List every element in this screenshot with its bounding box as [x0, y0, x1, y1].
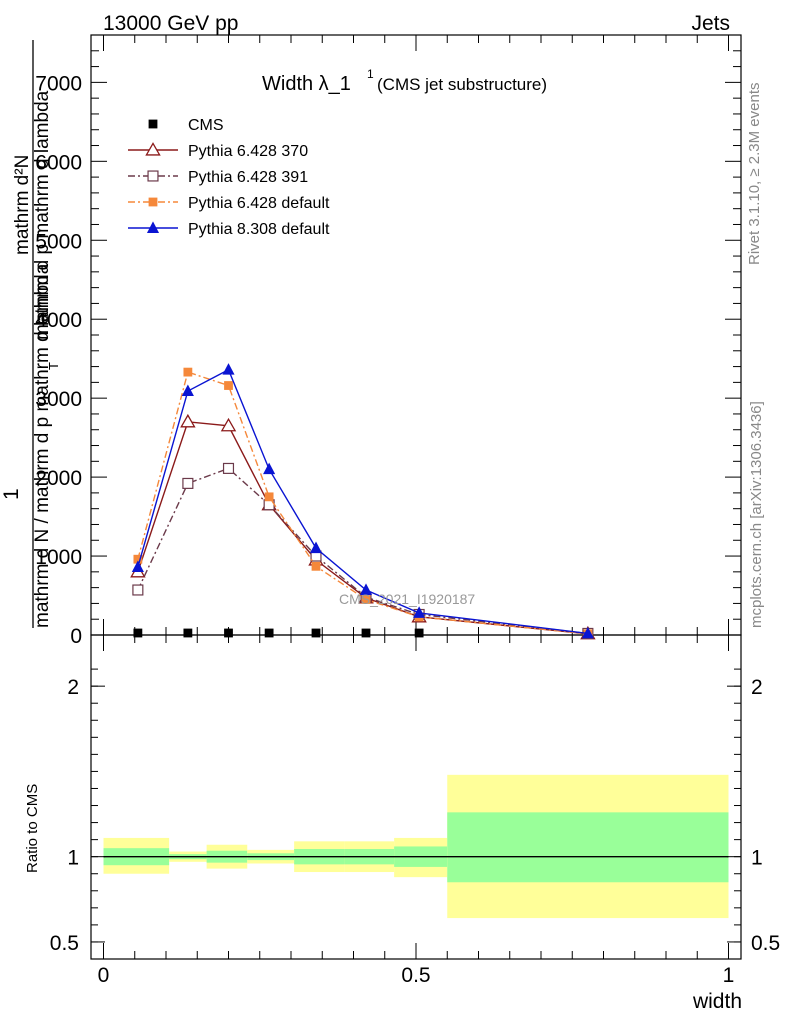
data-point [183, 628, 193, 638]
data-point [222, 363, 235, 375]
header-right: Jets [691, 12, 730, 35]
legend-label: Pythia 8.308 default [188, 221, 330, 238]
legend-marker [148, 197, 158, 207]
ylabel-t-sub: T [46, 362, 61, 370]
data-point [581, 626, 594, 639]
legend-marker [146, 221, 160, 233]
data-point [311, 561, 321, 571]
main-ylabel: 1 mathrm d²N mathrm d p mathrm d lambda … [0, 40, 61, 628]
plot-title: Width λ_1 1 (CMS jet substructure) [262, 67, 547, 95]
ylabel-frac-top: mathrm d²N [12, 155, 33, 255]
ylabel-one: 1 [0, 488, 23, 500]
data-point [361, 595, 371, 604]
data-point [224, 381, 233, 390]
legend-marker [147, 170, 159, 182]
main-ytick-label: 6000 [35, 151, 82, 174]
data-point [182, 477, 194, 489]
legend-label: Pythia 6.428 370 [188, 143, 308, 160]
main-ytick-label: 7000 [35, 72, 82, 95]
ratio-ytick-label: 1 [67, 847, 79, 870]
header-left: 13000 GeV pp [103, 12, 238, 35]
ratio-ytick-label: 2 [67, 676, 79, 699]
xtick-label: 1 [723, 964, 735, 987]
data-point [183, 367, 193, 377]
ylabel-frac-bottom: mathrm d N / mathrm d p mathrm d lambda [32, 263, 53, 628]
data-point [133, 628, 143, 638]
analysis-watermark: CMS_2021_I1920187 [339, 591, 475, 607]
data-point [222, 462, 235, 474]
series-line [137, 467, 588, 635]
main-ytick-label: 4000 [35, 309, 82, 332]
title-sup: 1 [367, 67, 374, 81]
series-pythia-6428-391 [132, 462, 594, 639]
data-point [133, 554, 143, 564]
data-point [414, 628, 424, 638]
series-cms [133, 628, 593, 638]
legend-label: CMS [188, 117, 224, 134]
xtick-label: 0 [98, 964, 110, 987]
series-line [137, 368, 588, 635]
ratio-ylabel: Ratio to CMS [24, 784, 41, 873]
legend: CMS Pythia 6.428 370 Pythia 6.428 391 Pythi… [128, 117, 330, 238]
legend-marker [145, 142, 161, 156]
data-point [132, 584, 144, 596]
legend-label: Pythia 6.428 391 [188, 169, 308, 186]
data-point [180, 413, 196, 428]
ratio-ytick-label-right: 1 [751, 847, 763, 870]
x-axis-label: width [692, 990, 742, 1013]
main-axes: 0 1000 2000 3000 4000 5000 6000 7000 [35, 50, 741, 648]
data-point [361, 628, 371, 638]
series-pythia-8308-default [131, 363, 594, 639]
data-point [131, 560, 144, 573]
title-sub: (CMS jet substructure) [377, 75, 547, 94]
data-point [181, 384, 194, 397]
data-point [359, 583, 373, 595]
data-point [263, 462, 276, 475]
ratio-ytick-label: 0.5 [50, 932, 79, 955]
legend-marker [148, 119, 158, 129]
ratio-axes: 0.5 0.5 1 1 2 2 0 0.5 1 [50, 35, 780, 987]
main-ytick-label: 0 [70, 625, 82, 648]
data-point [264, 628, 274, 638]
ratio-bands [103, 774, 729, 919]
data-point [309, 541, 323, 554]
main-ytick-label: 5000 [35, 230, 82, 253]
legend-label: Pythia 6.428 default [188, 195, 330, 212]
main-ytick-label: 3000 [35, 388, 82, 411]
main-ytick-label: 2000 [35, 467, 82, 490]
data-point [220, 417, 237, 432]
data-point [264, 492, 274, 502]
ratio-ytick-label-right: 2 [751, 676, 763, 699]
mcplots-label: mcplots.cern.ch [arXiv:1306.3436] [748, 401, 765, 628]
series-layer [130, 363, 596, 640]
data-point [413, 606, 426, 618]
rivet-label: Rivet 3.1.10, ≥ 2.3M events [746, 83, 763, 266]
series-line [137, 371, 588, 635]
data-point [224, 628, 233, 638]
xtick-label: 0.5 [401, 964, 430, 987]
title-main: Width λ_1 [262, 73, 351, 95]
data-point [311, 628, 321, 638]
main-ytick-label: 1000 [35, 546, 82, 569]
ylabel-frac-top-sub: mathrm d p mathrm d lambda [32, 90, 53, 340]
ratio-ytick-label-right: 0.5 [751, 932, 780, 955]
ratio-band-green [447, 812, 729, 883]
